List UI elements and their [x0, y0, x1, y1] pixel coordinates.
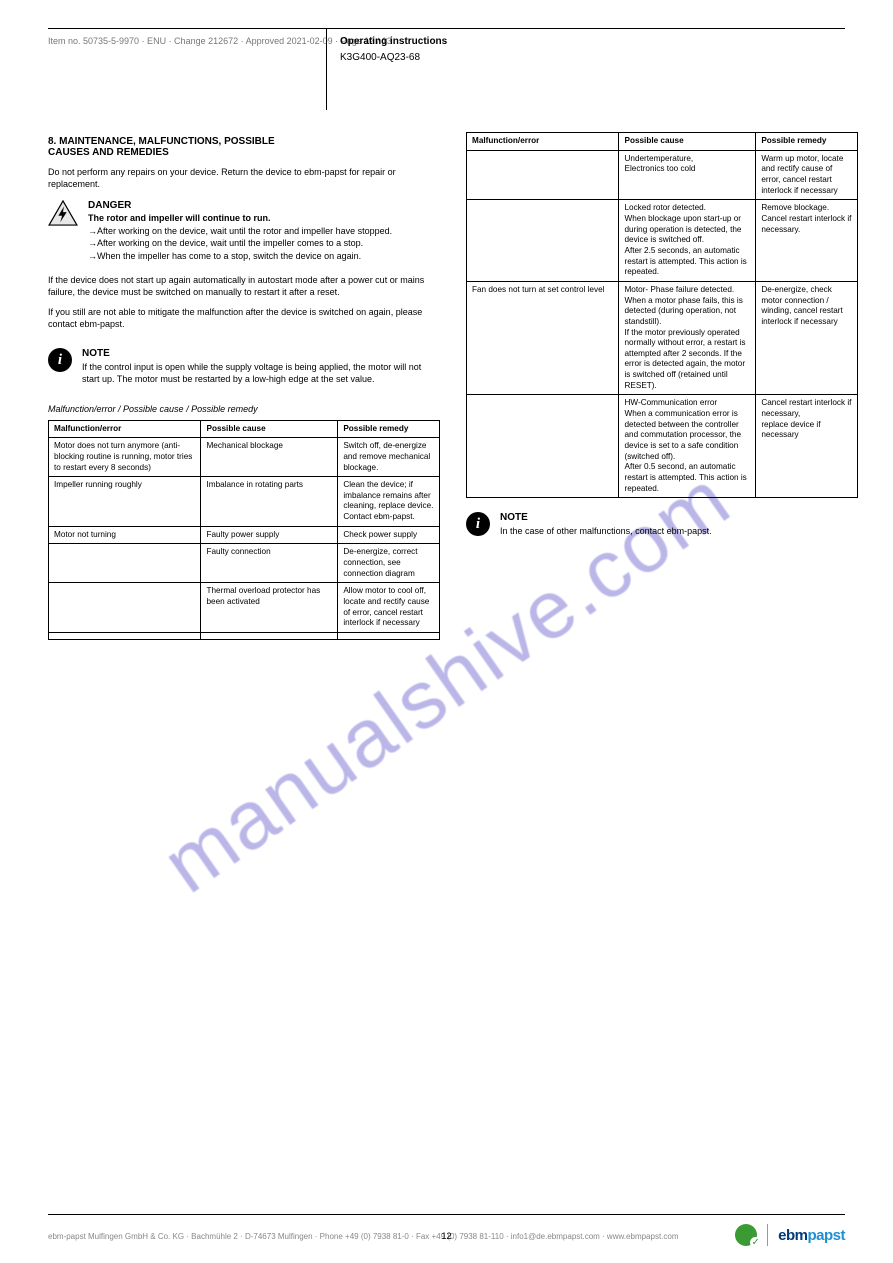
note-text: If the control input is open while the s…	[82, 361, 440, 385]
table-cell: Faulty connection	[201, 544, 338, 583]
footer-rule	[48, 1214, 845, 1215]
table-cell	[338, 633, 440, 640]
brand-logo: ebmpapst	[778, 1227, 845, 1244]
danger-item: After working on the device, wait until …	[88, 237, 440, 249]
table-cell	[467, 395, 619, 498]
table-header: Malfunction/error	[467, 133, 619, 151]
right-column: Malfunction/error Possible cause Possibl…	[466, 132, 858, 537]
table-header: Possible remedy	[338, 420, 440, 438]
logo-separator	[767, 1224, 768, 1246]
danger-line: The rotor and impeller will continue to …	[88, 213, 440, 223]
header-rule	[48, 28, 845, 29]
note-block: i NOTE If the control input is open whil…	[48, 348, 440, 385]
footer-logo: ebmpapst	[735, 1225, 845, 1245]
table-cell: Motor not turning	[49, 526, 201, 544]
logo-papst: papst	[807, 1227, 845, 1244]
table-header: Possible cause	[201, 420, 338, 438]
table-row: Undertemperature, Electronics too coldWa…	[467, 150, 858, 200]
table-cell: Allow motor to cool off, locate and rect…	[338, 583, 440, 633]
header-title: Operating instructions	[340, 36, 447, 47]
info-icon: i	[48, 348, 72, 372]
table-title: Malfunction/error / Possible cause / Pos…	[48, 404, 440, 414]
section-body: Do not perform any repairs on your devic…	[48, 166, 440, 190]
table-cell: Warm up motor, locate and rectify cause …	[756, 150, 858, 200]
table-header: Malfunction/error	[49, 420, 201, 438]
table-cell: Fan does not turn at set control level	[467, 281, 619, 395]
header-separator	[326, 28, 327, 110]
header-model: K3G400-AQ23-68	[340, 52, 420, 63]
table-row: Locked rotor detected. When blockage upo…	[467, 200, 858, 282]
table-row: Motor not turningFaulty power supplyChec…	[49, 526, 440, 544]
table-cell: HW-Communication error When a communicat…	[619, 395, 756, 498]
table-cell: Imbalance in rotating parts	[201, 477, 338, 527]
table-row: Impeller running roughlyImbalance in rot…	[49, 477, 440, 527]
table-cell: Remove blockage. Cancel restart interloc…	[756, 200, 858, 282]
footer-page-number: 12	[441, 1231, 451, 1241]
table-cell	[49, 544, 201, 583]
table-row	[49, 633, 440, 640]
lightning-triangle-icon	[48, 200, 78, 226]
table-row: Fan does not turn at set control levelMo…	[467, 281, 858, 395]
info-icon: i	[466, 512, 490, 536]
table-cell: Motor- Phase failure detected. When a mo…	[619, 281, 756, 395]
table-cell: Clean the device; if imbalance remains a…	[338, 477, 440, 527]
left-column: 8. MAINTENANCE, MALFUNCTIONS, POSSIBLE C…	[48, 136, 440, 640]
table-row: HW-Communication error When a communicat…	[467, 395, 858, 498]
table-cell: De-energize, correct connection, see con…	[338, 544, 440, 583]
danger-block: DANGER The rotor and impeller will conti…	[48, 200, 440, 261]
footer-company: ebm-papst Mulfingen GmbH & Co. KG · Bach…	[48, 1232, 679, 1241]
table-row: Thermal overload protector has been acti…	[49, 583, 440, 633]
note-word: NOTE	[82, 348, 440, 359]
table-cell: Locked rotor detected. When blockage upo…	[619, 200, 756, 282]
table-cell: Check power supply	[338, 526, 440, 544]
table-cell	[49, 633, 201, 640]
table-cell	[467, 200, 619, 282]
table-cell	[467, 150, 619, 200]
table-row: Motor does not turn anymore (anti-blocki…	[49, 438, 440, 477]
table-header: Possible remedy	[756, 133, 858, 151]
logo-ebm: ebm	[778, 1227, 807, 1244]
table-cell: Mechanical blockage	[201, 438, 338, 477]
section-heading: 8. MAINTENANCE, MALFUNCTIONS, POSSIBLE C…	[48, 136, 440, 158]
section-para: If you still are not able to mitigate th…	[48, 306, 440, 330]
note-word: NOTE	[500, 512, 858, 523]
table-cell: Switch off, de-energize and remove mecha…	[338, 438, 440, 477]
table-cell: Motor does not turn anymore (anti-blocki…	[49, 438, 201, 477]
table-cell: Cancel restart interlock if necessary, r…	[756, 395, 858, 498]
diagnostic-table-right: Malfunction/error Possible cause Possibl…	[466, 132, 858, 498]
note-text: In the case of other malfunctions, conta…	[500, 525, 858, 537]
table-row: Faulty connectionDe-energize, correct co…	[49, 544, 440, 583]
table-header: Possible cause	[619, 133, 756, 151]
danger-item: When the impeller has come to a stop, sw…	[88, 250, 440, 262]
table-cell: De-energize, check motor connection / wi…	[756, 281, 858, 395]
note-block: i NOTE In the case of other malfunctions…	[466, 512, 858, 537]
table-cell	[49, 583, 201, 633]
table-cell: Faulty power supply	[201, 526, 338, 544]
green-tech-badge-icon	[735, 1224, 757, 1246]
danger-item: After working on the device, wait until …	[88, 225, 440, 237]
diagnostic-table-left: Malfunction/error Possible cause Possibl…	[48, 420, 440, 641]
danger-word: DANGER	[88, 200, 440, 211]
table-cell: Undertemperature, Electronics too cold	[619, 150, 756, 200]
table-cell	[201, 633, 338, 640]
table-cell: Thermal overload protector has been acti…	[201, 583, 338, 633]
table-cell: Impeller running roughly	[49, 477, 201, 527]
section-para: If the device does not start up again au…	[48, 274, 440, 298]
